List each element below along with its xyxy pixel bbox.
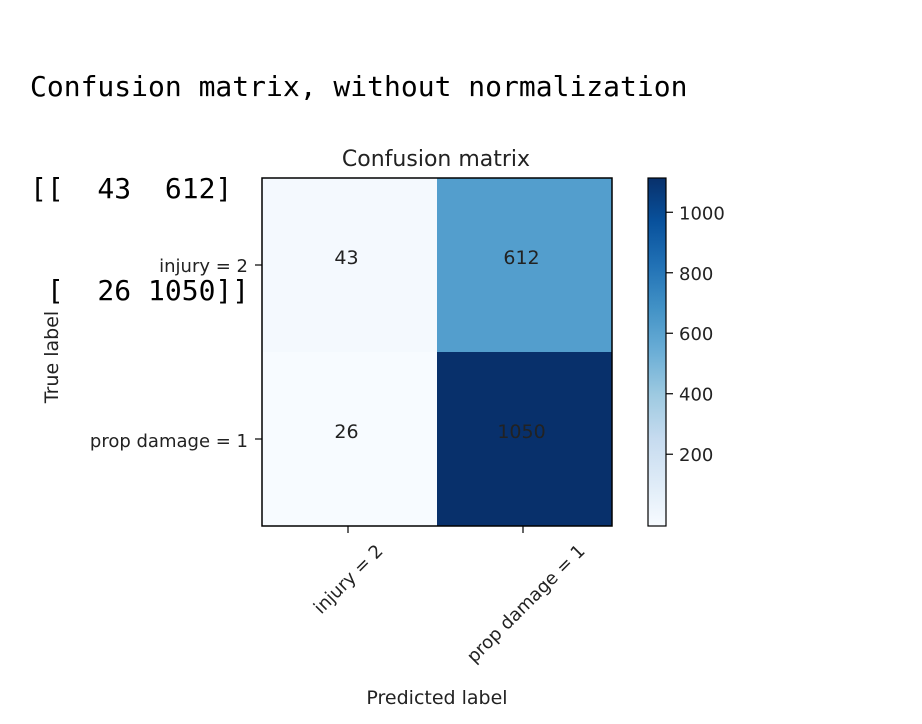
y-tick-label: injury = 2 — [159, 256, 248, 277]
colorbar-tick-label: 1000 — [679, 203, 725, 224]
heatmap-cell — [437, 352, 612, 526]
x-axis-label: Predicted label — [366, 687, 507, 709]
colorbar-ticks: 200 400 600 800 1000 — [666, 203, 725, 466]
chart-title: Confusion matrix — [342, 147, 530, 172]
colorbar-tick-label: 400 — [679, 385, 713, 406]
colorbar — [647, 177, 667, 527]
x-tick-label: injury = 2 — [310, 541, 388, 619]
cell-value-label: 26 — [334, 421, 358, 443]
cell-value-labels: 43 612 26 1050 — [334, 247, 545, 443]
plot-frame — [261, 177, 613, 527]
console-output: Confusion matrix, without normalization … — [30, 2, 687, 342]
y-axis-label: True label — [41, 311, 63, 404]
x-tick-label: prop damage = 1 — [463, 541, 590, 668]
colorbar-tick-label: 200 — [679, 445, 713, 466]
console-line: [[ 43 612] — [30, 172, 233, 205]
heatmap-cells — [262, 178, 612, 526]
colorbar-tick-label: 600 — [679, 324, 713, 345]
console-line: [ 26 1050]] — [30, 274, 250, 307]
y-tick-label: prop damage = 1 — [90, 431, 248, 452]
heatmap-cell — [262, 178, 437, 352]
cell-value-label: 1050 — [497, 421, 545, 443]
cell-value-label: 612 — [503, 247, 539, 269]
heatmap-cell — [262, 352, 437, 526]
console-heading: Confusion matrix, without normalization — [30, 70, 688, 103]
heatmap-cell — [437, 178, 612, 352]
colorbar-tick-label: 800 — [679, 264, 713, 285]
cell-value-label: 43 — [334, 247, 358, 269]
